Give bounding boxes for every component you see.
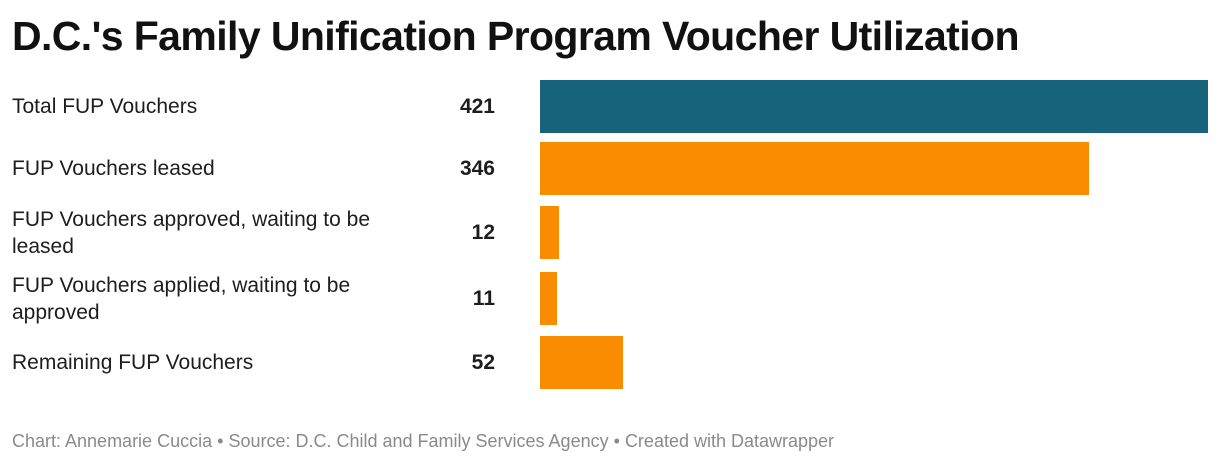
row-label: FUP Vouchers leased [12,157,215,180]
footer-separator-2: • [613,431,620,451]
bar [540,142,1089,195]
bar [540,272,557,325]
chart-title: D.C.'s Family Unification Program Vouche… [12,13,1020,59]
value-label: 12 [471,221,495,244]
row-label: Total FUP Vouchers [12,95,198,118]
row-label: FUP Vouchers applied, waiting to be appr… [12,273,351,324]
bar [540,206,559,259]
row-label: FUP Vouchers approved, waiting to be lea… [12,207,370,258]
row-label: Remaining FUP Vouchers [12,351,254,374]
chart-credit: Chart: Annemarie Cuccia [12,431,213,451]
value-label: 421 [459,95,495,118]
created-with: Created with Datawrapper [624,431,835,451]
footer-separator-1: • [217,431,224,451]
bar [540,80,1208,133]
value-label: 11 [472,287,495,310]
value-label: 52 [471,351,495,374]
bar [540,336,623,389]
value-label: 346 [459,157,495,180]
chart-footer: Chart: Annemarie Cuccia • Source: D.C. C… [12,429,834,453]
chart-source: Source: D.C. Child and Family Services A… [228,431,609,451]
